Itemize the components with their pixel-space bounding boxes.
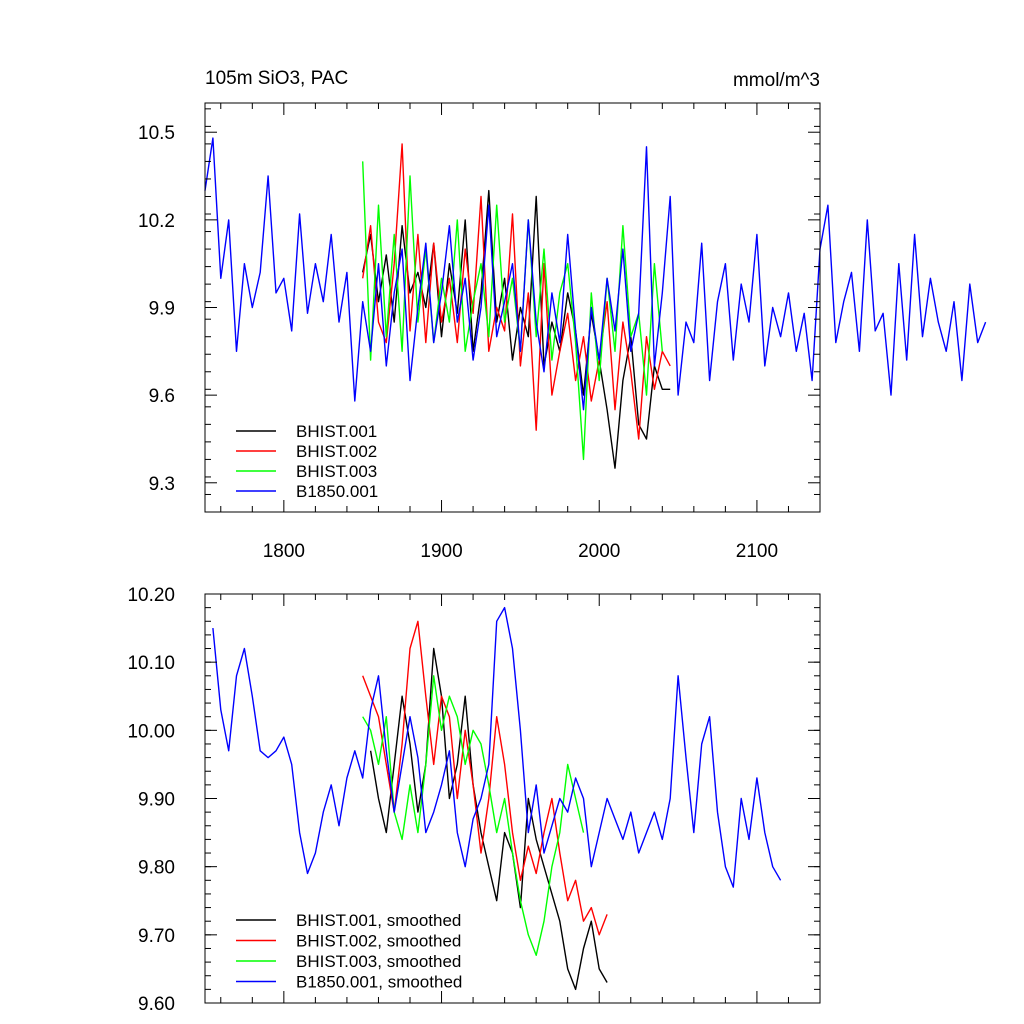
series-line-4 — [204, 137, 987, 411]
y-tick-label: 9.9 — [149, 299, 175, 320]
legend-label: B1850.001 — [296, 482, 378, 501]
legend-label: B1850.001, smoothed — [296, 973, 462, 992]
bottom-panel: 9.60 9.70 9.80 9.90 10.00 10.10 10.20 BHIST.001… — [127, 585, 821, 1015]
y-tick-label: 10.2 — [138, 211, 175, 232]
legend-label: BHIST.003 — [296, 462, 377, 481]
legend-label: BHIST.002 — [296, 442, 377, 461]
legend-label: BHIST.001, smoothed — [296, 911, 461, 930]
x-tick-label: 1900 — [420, 541, 462, 562]
legend-label: BHIST.003, smoothed — [296, 952, 461, 971]
y-tick-label: 10.5 — [138, 123, 175, 144]
y-tick-label: 9.80 — [138, 858, 175, 879]
series-line-1 — [369, 647, 608, 991]
y-tick-label: 10.10 — [127, 653, 175, 674]
series-line-3 — [362, 161, 663, 461]
y-tick-label: 9.70 — [138, 926, 175, 947]
x-tick-label: 2100 — [736, 541, 778, 562]
legend-label: BHIST.002, smoothed — [296, 932, 461, 951]
y-tick-label: 10.00 — [127, 721, 175, 742]
top-panel: 9.3 9.6 9.9 10.2 10.5 1800 1900 2000 2100 105m Si… — [138, 68, 987, 562]
y-tick-label: 9.60 — [138, 994, 175, 1015]
series-line-3 — [362, 675, 585, 956]
x-tick-label: 1800 — [263, 541, 305, 562]
series-line-2 — [362, 620, 608, 936]
y-tick-label: 10.20 — [127, 585, 175, 606]
series-line-2 — [362, 143, 671, 440]
chart-title: 105m SiO3, PAC — [205, 68, 348, 89]
y-tick-label: 9.90 — [138, 790, 175, 811]
series-line-4 — [212, 606, 782, 888]
y-tick-label: 9.3 — [149, 474, 175, 495]
units-label: mmol/m^3 — [733, 70, 820, 91]
x-tick-label: 2000 — [578, 541, 620, 562]
y-tick-label: 9.6 — [149, 386, 175, 407]
legend-label: BHIST.001 — [296, 422, 377, 441]
